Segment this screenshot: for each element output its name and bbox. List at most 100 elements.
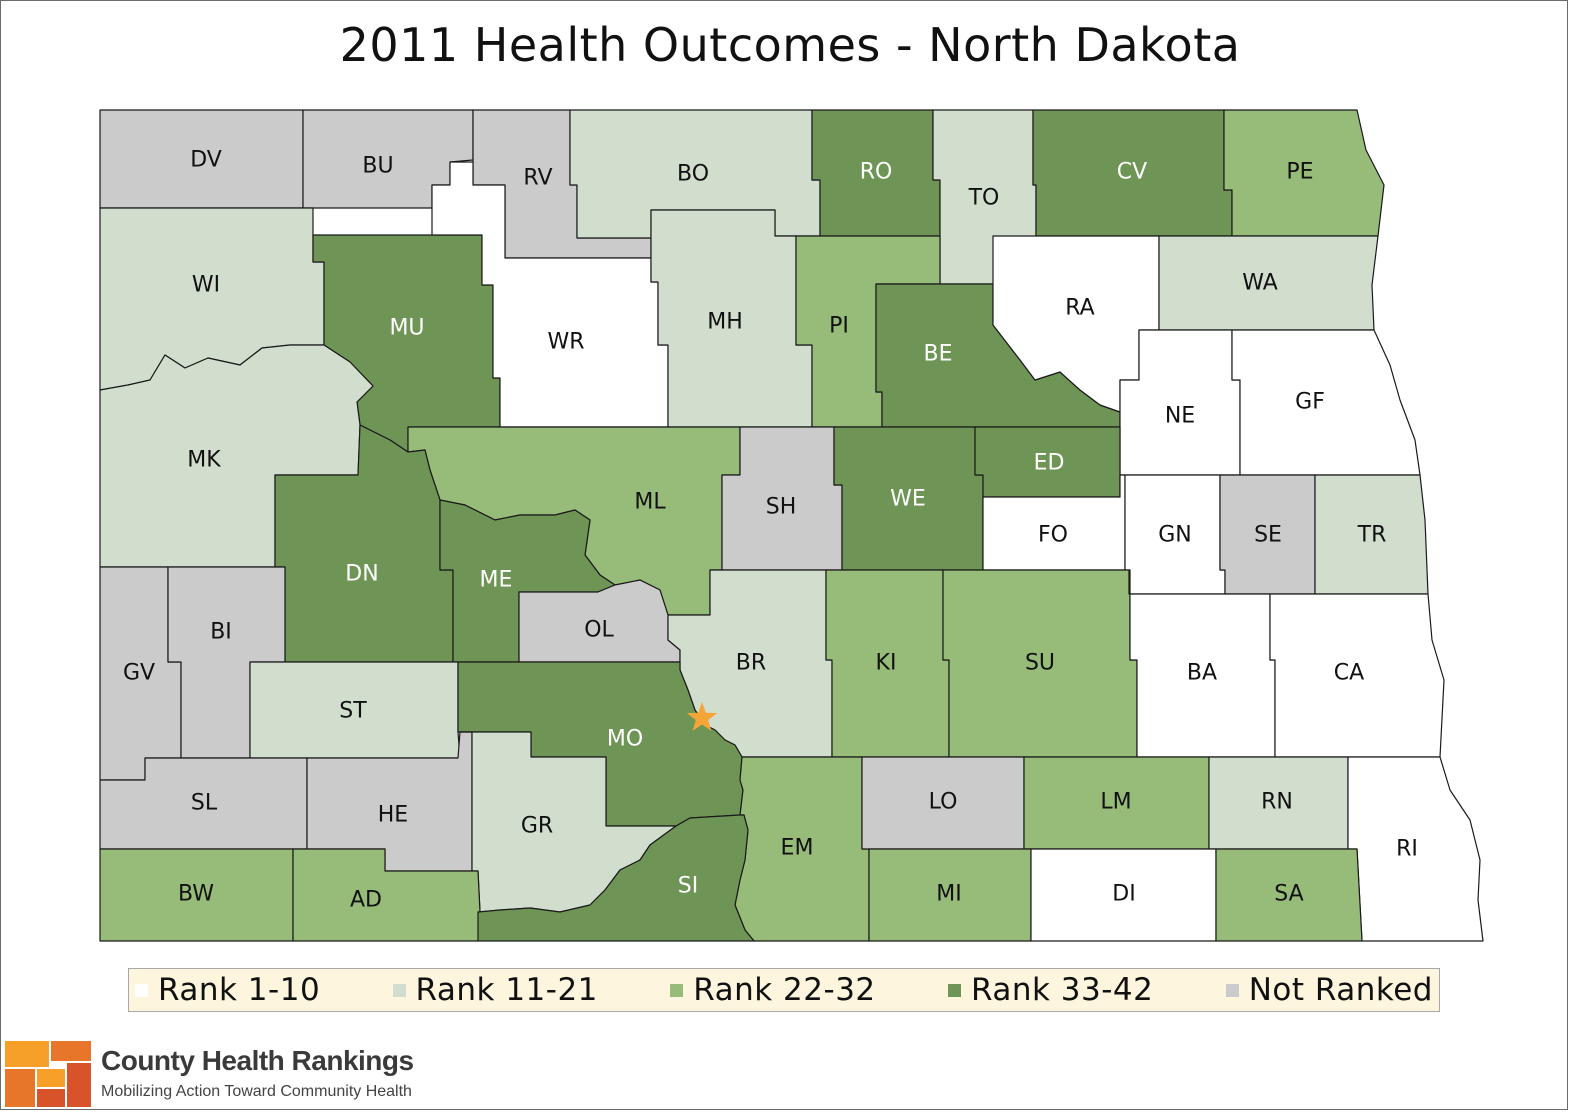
- county-se: SE: [1219, 474, 1316, 595]
- county-health-rankings-logo-icon: [5, 1041, 91, 1107]
- legend-swatch: [670, 983, 684, 997]
- county-we: WE: [833, 426, 984, 571]
- county-label-mh: MH: [707, 310, 743, 335]
- county-ra: RA: [992, 235, 1160, 413]
- county-label-we: WE: [890, 487, 926, 512]
- county-label-lm: LM: [1100, 790, 1131, 815]
- county-br: BR: [667, 569, 833, 758]
- county-gf: GF: [1231, 329, 1421, 476]
- county-label-ra: RA: [1065, 296, 1094, 321]
- legend-swatch: [1225, 983, 1239, 997]
- county-pe: PE: [1223, 109, 1385, 237]
- county-label-st: ST: [339, 699, 367, 724]
- logo-block: [5, 1041, 49, 1067]
- county-st: ST: [249, 661, 461, 759]
- county-label-he: HE: [378, 803, 408, 828]
- logo-block: [37, 1069, 65, 1087]
- map-title: 2011 Health Outcomes - North Dakota: [339, 18, 1241, 72]
- logo-block: [67, 1063, 91, 1107]
- county-lm: LM: [1023, 756, 1210, 850]
- county-label-ml: ML: [634, 490, 666, 515]
- county-label-si: SI: [678, 874, 698, 899]
- county-mh: MH: [650, 209, 813, 428]
- county-shape-sa: [1215, 848, 1363, 942]
- legend-item-rank-1-10: Rank 1-10: [135, 972, 320, 1008]
- county-label-pi: PI: [829, 314, 849, 339]
- county-si: SI: [477, 814, 755, 942]
- county-label-pe: PE: [1286, 160, 1313, 185]
- county-label-fo: FO: [1038, 523, 1068, 548]
- county-sa: SA: [1215, 848, 1363, 942]
- county-shape-si: [477, 814, 755, 942]
- county-sh: SH: [721, 426, 843, 571]
- county-label-mi: MI: [936, 882, 961, 907]
- county-rn: RN: [1208, 756, 1349, 850]
- county-label-ca: CA: [1334, 661, 1364, 686]
- county-label-be: BE: [924, 342, 953, 367]
- county-bu: BU: [302, 109, 474, 209]
- legend-item-rank-11-21: Rank 11-21: [392, 972, 598, 1008]
- county-label-bo: BO: [677, 162, 709, 187]
- logo-block: [37, 1089, 65, 1107]
- county-ri: RI: [1347, 756, 1484, 942]
- legend-item-rank-22-32: Rank 22-32: [670, 972, 875, 1008]
- county-label-ol: OL: [584, 618, 614, 643]
- county-me: ME: [439, 499, 616, 663]
- county-shape-tr: [1314, 474, 1429, 595]
- county-label-su: SU: [1025, 651, 1055, 676]
- legend-swatch: [947, 983, 961, 997]
- county-label-gn: GN: [1158, 523, 1192, 548]
- county-ba: BA: [1129, 593, 1276, 758]
- legend-label: Not Ranked: [1248, 972, 1433, 1008]
- county-ro: RO: [811, 109, 941, 237]
- county-lo: LO: [861, 756, 1025, 850]
- county-label-gr: GR: [521, 814, 553, 839]
- county-label-bi: BI: [210, 620, 232, 645]
- county-ki: KI: [825, 569, 950, 758]
- county-label-wi: WI: [192, 273, 220, 298]
- county-label-rn: RN: [1261, 790, 1293, 815]
- logo-block: [5, 1069, 35, 1107]
- brand-tagline: Mobilizing Action Toward Community Healt…: [101, 1083, 412, 1100]
- county-label-ro: RO: [860, 160, 893, 185]
- brand-name: County Health Rankings: [101, 1045, 414, 1076]
- legend-swatch: [392, 983, 406, 997]
- county-cv: CV: [1032, 109, 1233, 237]
- county-label-sh: SH: [766, 495, 797, 520]
- county-ad: AD: [292, 848, 481, 942]
- logo-block: [51, 1041, 91, 1061]
- county-label-sa: SA: [1274, 882, 1303, 907]
- county-shape-wa: [1158, 235, 1379, 331]
- county-label-wr: WR: [547, 330, 584, 355]
- county-bw: BW: [99, 848, 294, 942]
- county-wa: WA: [1158, 235, 1379, 331]
- county-label-sl: SL: [191, 791, 218, 816]
- county-label-gf: GF: [1295, 390, 1325, 415]
- county-label-em: EM: [781, 836, 814, 861]
- county-label-mu: MU: [389, 316, 424, 341]
- county-label-wa: WA: [1242, 271, 1278, 296]
- county-label-mk: MK: [187, 448, 221, 473]
- legend-label: Rank 33-42: [970, 972, 1154, 1008]
- county-label-mo: MO: [607, 727, 643, 752]
- county-label-di: DI: [1112, 882, 1135, 907]
- county-label-me: ME: [480, 568, 513, 593]
- county-em: EM: [734, 756, 870, 942]
- county-label-cv: CV: [1117, 160, 1147, 185]
- county-dv: DV: [99, 109, 304, 209]
- county-shape-gf: [1231, 329, 1421, 476]
- capital-star-icon: [686, 702, 718, 731]
- county-label-se: SE: [1254, 523, 1282, 548]
- county-label-bu: BU: [362, 154, 393, 179]
- county-label-ki: KI: [876, 651, 897, 676]
- county-shape-ad: [292, 848, 481, 942]
- county-mi: MI: [868, 848, 1032, 942]
- county-label-br: BR: [736, 651, 766, 676]
- county-label-tr: TR: [1357, 523, 1387, 548]
- legend-swatch: [135, 983, 148, 997]
- county-shape-me: [439, 499, 616, 663]
- county-tr: TR: [1314, 474, 1429, 595]
- county-label-bw: BW: [178, 882, 214, 907]
- county-label-ne: NE: [1165, 404, 1195, 429]
